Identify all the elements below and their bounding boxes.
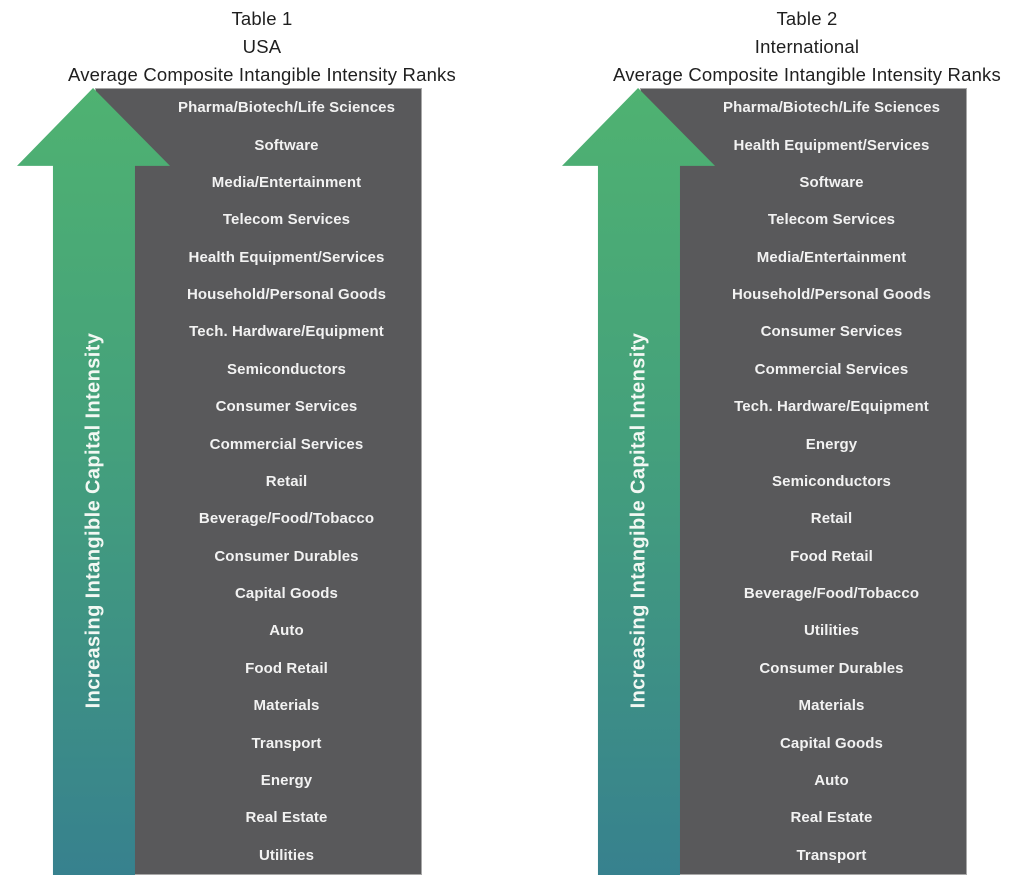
rank-item: Commercial Services	[754, 360, 909, 378]
rank-item: Utilities	[803, 622, 860, 640]
rank-item: Beverage/Food/Tobacco	[198, 510, 375, 528]
rank-item: Real Estate	[790, 809, 873, 827]
table2-figure: Table 2 International Average Composite …	[545, 0, 1024, 894]
rank-item: Energy	[805, 435, 858, 453]
rank-item: Household/Personal Goods	[731, 286, 932, 304]
rank-item: Consumer Durables	[214, 547, 359, 565]
rank-item: Pharma/Biotech/Life Sciences	[177, 99, 396, 117]
table2-rank-panel: Pharma/Biotech/Life Sciences Health Equip…	[640, 88, 967, 875]
rank-item: Transport	[251, 734, 322, 752]
rank-item: Food Retail	[790, 547, 873, 565]
table2-header: Table 2 International Average Composite …	[551, 5, 1024, 89]
table1-region: USA	[242, 36, 282, 57]
rank-item: Semiconductors	[227, 360, 346, 378]
rank-item: Telecom Services	[767, 211, 896, 229]
rank-item: Household/Personal Goods	[186, 286, 387, 304]
table1-arrow-label-box: Increasing Intangible Capital Intensity	[53, 166, 135, 875]
table1-figure: Table 1 USA Average Composite Intangible…	[17, 8, 456, 875]
rank-item: Transport	[796, 846, 867, 864]
rank-item: Auto	[814, 771, 849, 789]
table1-label: Table 1	[231, 8, 293, 29]
rank-item: Materials	[798, 697, 865, 715]
rank-item: Media/Entertainment	[756, 248, 907, 266]
rank-item: Software	[799, 173, 864, 191]
rank-item: Utilities	[258, 846, 315, 864]
rank-item: Commercial Services	[209, 435, 364, 453]
rank-item: Consumer Services	[760, 323, 903, 341]
rank-item: Materials	[253, 697, 320, 715]
rank-item: Pharma/Biotech/Life Sciences	[722, 99, 941, 117]
table2-rank-list: Pharma/Biotech/Life Sciences Health Equip…	[641, 89, 966, 874]
rank-item: Auto	[269, 622, 304, 640]
table1-header: Table 1 USA Average Composite Intangible…	[6, 5, 518, 89]
rank-item: Semiconductors	[772, 472, 891, 490]
table1-rank-panel: Pharma/Biotech/Life Sciences Software Medi…	[95, 88, 422, 875]
rank-item: Consumer Durables	[759, 659, 904, 677]
table1-arrow-label: Increasing Intangible Capital Intensity	[82, 332, 105, 709]
table1-subtitle: Average Composite Intangible Intensity R…	[68, 64, 456, 85]
rank-item: Real Estate	[245, 809, 328, 827]
table2-arrow-label: Increasing Intangible Capital Intensity	[627, 332, 650, 709]
rank-item: Food Retail	[245, 659, 328, 677]
rank-item: Consumer Services	[215, 398, 358, 416]
rank-item: Energy	[260, 771, 313, 789]
rank-item: Capital Goods	[780, 734, 883, 752]
rank-item: Beverage/Food/Tobacco	[743, 585, 920, 603]
table2-arrow-label-box: Increasing Intangible Capital Intensity	[598, 166, 680, 875]
rank-item: Retail	[265, 472, 308, 490]
table1-rank-list: Pharma/Biotech/Life Sciences Software Medi…	[96, 89, 421, 874]
rank-item: Media/Entertainment	[211, 173, 362, 191]
rank-item: Health Equipment/Services	[733, 136, 930, 154]
rank-item: Tech. Hardware/Equipment	[189, 323, 384, 341]
rank-item: Tech. Hardware/Equipment	[734, 398, 929, 416]
rank-item: Retail	[810, 510, 853, 528]
table2-label: Table 2	[776, 8, 838, 29]
table2-subtitle: Average Composite Intangible Intensity R…	[613, 64, 1001, 85]
rank-item: Capital Goods	[235, 585, 338, 603]
rank-item: Health Equipment/Services	[188, 248, 385, 266]
table2-region: International	[754, 36, 860, 57]
rank-item: Telecom Services	[222, 211, 351, 229]
rank-item: Software	[254, 136, 319, 154]
